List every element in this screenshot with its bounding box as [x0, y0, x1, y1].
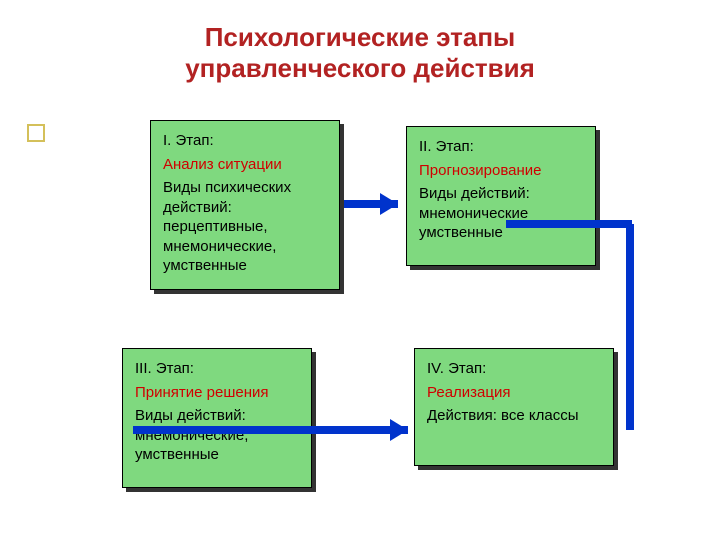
- stage-4-box: IV. Этап: Реализация Действия: все класс…: [414, 348, 614, 466]
- stage-2-subtitle: Прогнозирование: [419, 161, 583, 181]
- stage-4-subtitle: Реализация: [427, 383, 601, 403]
- stage-3-body: Виды действий: мнемонические, умственные: [135, 406, 299, 465]
- stage-1-box: I. Этап: Анализ ситуации Виды психически…: [150, 120, 340, 290]
- bullet-marker: [27, 124, 45, 142]
- stage-4-body: Действия: все классы: [427, 406, 601, 426]
- stage-3-box: III. Этап: Принятие решения Виды действи…: [122, 348, 312, 488]
- stage-1-body: Виды психических действий: перцептивные,…: [163, 178, 327, 276]
- stage-3-label: III. Этап:: [135, 359, 299, 379]
- stage-2-body: Виды действий: мнемонические умственные: [419, 184, 583, 243]
- title-line1: Психологические этапы: [205, 22, 516, 52]
- page-title: Психологические этапы управленческого де…: [0, 22, 720, 84]
- stage-3-subtitle: Принятие решения: [135, 383, 299, 403]
- stage-4-label: IV. Этап:: [427, 359, 601, 379]
- stage-2-box: II. Этап: Прогнозирование Виды действий:…: [406, 126, 596, 266]
- title-line2: управленческого действия: [185, 53, 535, 83]
- stage-2-label: II. Этап:: [419, 137, 583, 157]
- stage-1-subtitle: Анализ ситуации: [163, 155, 327, 175]
- stage-1-label: I. Этап:: [163, 131, 327, 151]
